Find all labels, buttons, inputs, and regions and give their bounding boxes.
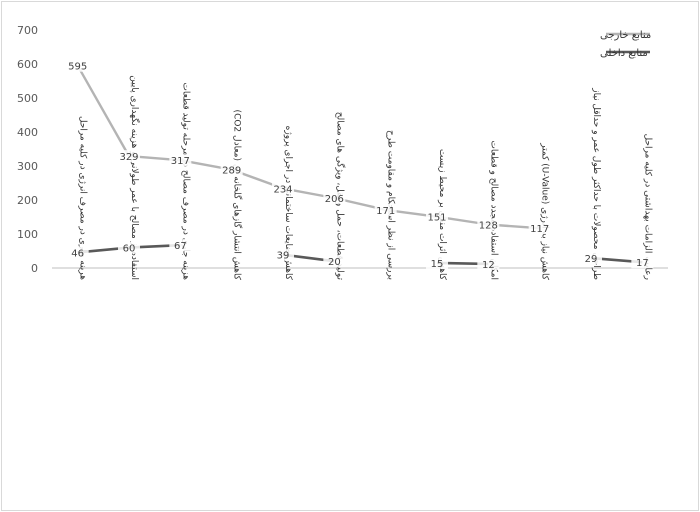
x-category-label: هزینه جاری در مصرف مصالح در مرحله تولید … xyxy=(180,82,190,280)
data-label-bg xyxy=(374,203,397,216)
data-label-bg xyxy=(426,256,448,269)
x-category-label: کاهش انتشار گازهای گلخانه ای (معادل CO2) xyxy=(232,110,244,281)
legend-label: منابع داخلی xyxy=(600,48,648,59)
data-label-bg xyxy=(631,256,654,269)
legend-label: منابع خارجی xyxy=(600,30,651,41)
data-label: 329 xyxy=(119,152,138,163)
data-label: 39 xyxy=(277,251,290,262)
data-label: 46 xyxy=(71,248,84,259)
data-label: 289 xyxy=(222,166,241,177)
y-tick-label: 0 xyxy=(31,262,38,275)
y-tick-label: 400 xyxy=(17,126,38,139)
data-label: 128 xyxy=(479,220,498,231)
data-label: 17 xyxy=(636,258,649,269)
y-tick-label: 500 xyxy=(17,92,38,105)
y-tick-label: 700 xyxy=(17,24,38,37)
data-label-bg xyxy=(169,239,192,252)
data-label-bg xyxy=(477,257,500,270)
x-category-label: کاهش نیاز به انرژی (U-Value) کمتر xyxy=(540,142,550,280)
data-label: 20 xyxy=(328,257,341,268)
data-label-bg xyxy=(66,246,89,259)
data-label-bg xyxy=(323,191,346,204)
data-label-bg xyxy=(66,59,89,72)
data-label-bg xyxy=(580,252,602,265)
data-label: 29 xyxy=(585,254,598,265)
data-label: 151 xyxy=(427,213,446,224)
data-label: 12 xyxy=(482,260,495,271)
x-category-label: هرینه جاری در مصرف انرژی در کلیه مراحل xyxy=(78,116,88,280)
x-category-label: استفاده از مصالح با عمر طولانی و هزینه ن… xyxy=(129,75,141,280)
data-label-bg xyxy=(272,248,294,261)
data-label-bg xyxy=(118,150,140,163)
data-label: 317 xyxy=(171,156,190,167)
data-label-bg xyxy=(272,182,294,195)
data-label-bg xyxy=(323,255,346,268)
x-category-label: رعایت الزامات بهداشتی در کلیه مراحل xyxy=(642,134,652,280)
data-label: 234 xyxy=(273,184,292,195)
data-label: 15 xyxy=(431,259,444,270)
data-label-bg xyxy=(426,210,448,223)
y-tick-label: 200 xyxy=(17,194,38,207)
data-label: 171 xyxy=(376,206,395,217)
y-tick-label: 300 xyxy=(17,160,38,173)
data-label-bg xyxy=(477,218,500,231)
x-category-label: امکان استفاده مجدد مصالح و قطعات xyxy=(488,140,498,280)
x-category-label: کاهش ضایعات ساختمانی در اجرای پروژه xyxy=(283,126,293,281)
data-label-bg xyxy=(169,154,192,167)
data-label: 60 xyxy=(123,244,136,255)
data-label-bg xyxy=(528,222,551,235)
data-label: 595 xyxy=(68,62,87,73)
data-label-bg xyxy=(220,163,243,176)
data-label: 67 xyxy=(174,241,187,252)
data-label: 117 xyxy=(530,224,549,235)
data-label-bg xyxy=(118,241,140,254)
y-tick-label: 600 xyxy=(17,58,38,71)
data-label: 206 xyxy=(325,194,344,205)
x-category-label: طراحی محصولات با حداکثر طول عمر و حداقل … xyxy=(591,87,601,280)
y-tick-label: 100 xyxy=(17,228,38,241)
series-line xyxy=(76,65,540,230)
